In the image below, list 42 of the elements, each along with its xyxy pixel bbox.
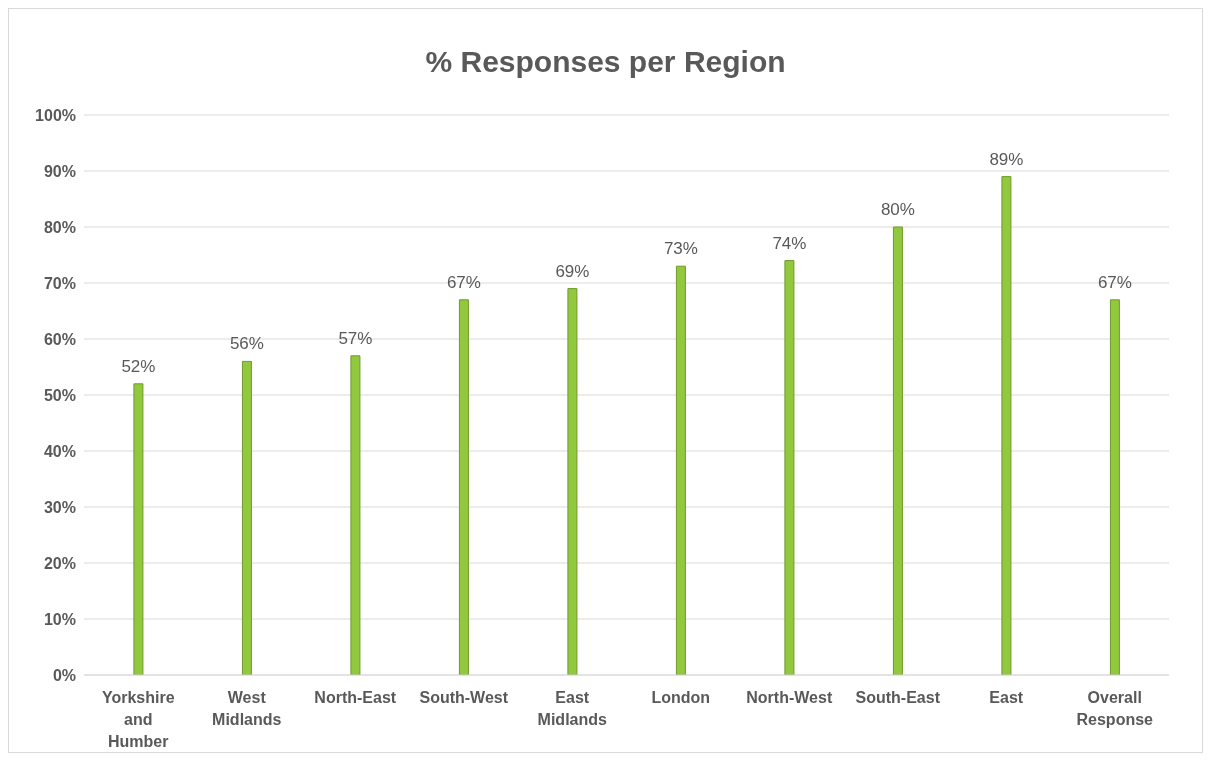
y-tick-label: 30%	[43, 498, 76, 516]
data-label: 56%	[229, 334, 264, 354]
y-tick-label: 0%	[52, 666, 76, 684]
data-label: 57%	[338, 328, 373, 348]
y-tick-label: 60%	[43, 330, 76, 348]
y-tick-label: 20%	[43, 554, 76, 572]
data-label: 67%	[1097, 272, 1132, 292]
x-tick-label: South-East	[855, 689, 941, 706]
data-label: 89%	[989, 149, 1024, 169]
y-tick-label: 100%	[35, 106, 76, 124]
data-label: 67%	[446, 272, 481, 292]
data-label: 52%	[121, 356, 156, 376]
chart-title: % Responses per Region	[424, 44, 787, 80]
x-tick-label: East Midlands	[537, 689, 608, 728]
x-tick-label: North-West	[746, 689, 833, 706]
x-tick-label: South-West	[419, 689, 509, 706]
bar	[567, 288, 578, 675]
y-tick-label: 90%	[43, 162, 76, 180]
x-tick-label: West Midlands	[212, 689, 282, 728]
x-tick-label: Overall Response	[1076, 689, 1154, 728]
y-tick-label: 40%	[43, 442, 76, 460]
bar	[1109, 299, 1120, 675]
bar	[675, 265, 686, 675]
bar	[133, 383, 144, 675]
bar	[892, 226, 903, 675]
data-label: 69%	[555, 261, 590, 281]
y-tick-label: 10%	[43, 610, 76, 628]
data-label: 73%	[663, 239, 698, 259]
x-tick-label: East	[989, 689, 1024, 706]
y-tick-label: 80%	[43, 218, 76, 236]
x-tick-label: North-East	[314, 689, 397, 706]
x-tick-label: London	[651, 689, 711, 706]
data-label: 80%	[880, 200, 915, 219]
bar	[784, 260, 795, 675]
bar	[241, 360, 252, 675]
bar	[1001, 176, 1012, 675]
data-label: 74%	[772, 233, 807, 253]
bar	[350, 355, 361, 675]
bar	[458, 299, 469, 675]
y-tick-label: 70%	[43, 274, 76, 292]
y-tick-label: 50%	[43, 386, 76, 404]
x-tick-label: Yorkshire and Humber	[101, 689, 175, 750]
